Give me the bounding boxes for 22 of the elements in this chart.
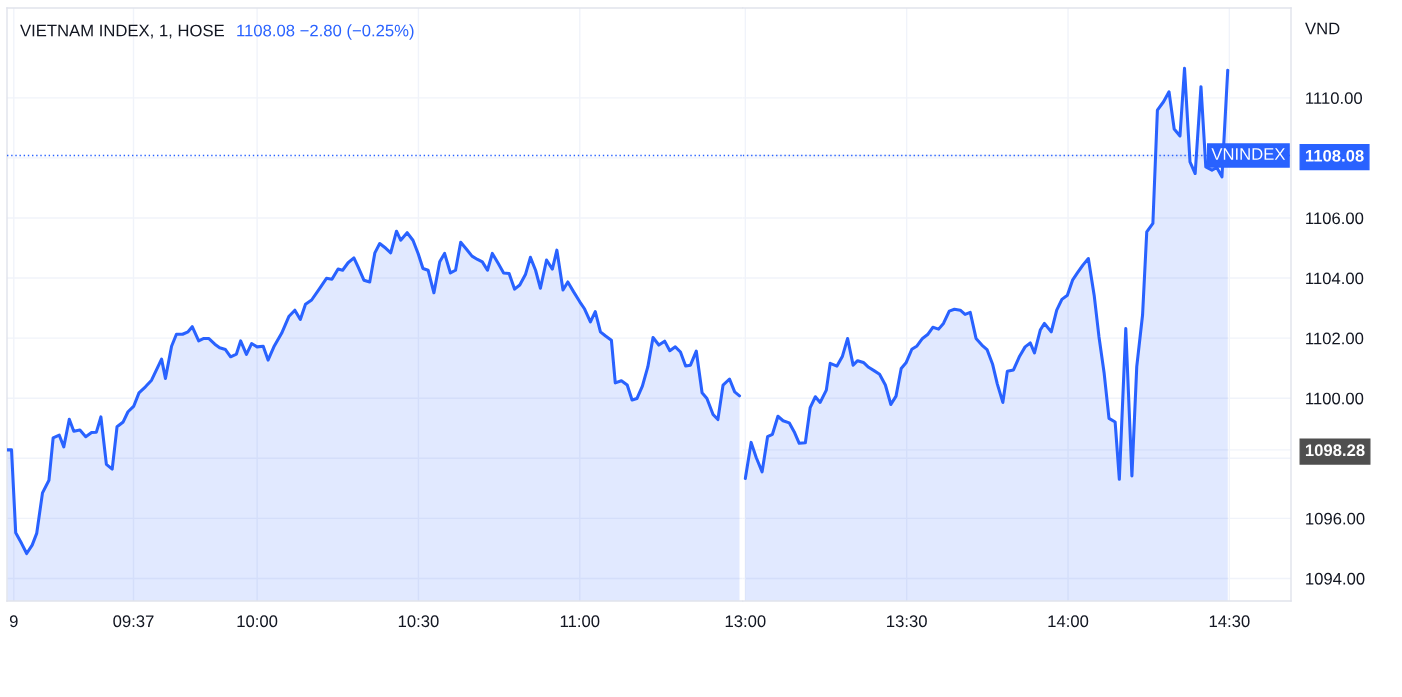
- y-tick-label: 1096.00: [1306, 512, 1365, 525]
- x-tick-label: 11:00: [560, 615, 600, 628]
- x-tick-label: 09:37: [113, 615, 154, 628]
- y-tick-label: 1110.00: [1306, 92, 1363, 105]
- x-tick-label: 14:30: [1209, 615, 1250, 628]
- y-tick-label: 1104.00: [1306, 272, 1364, 285]
- y-axis-title: VND: [1305, 22, 1340, 35]
- ref-line-label: VNINDEX: [1211, 148, 1286, 160]
- x-tick-label: 13:00: [725, 615, 766, 628]
- x-tick-label: 10:00: [237, 615, 278, 628]
- y-tick-label: 1094.00: [1306, 572, 1365, 585]
- y-tick-label: 1108.08: [1305, 149, 1364, 162]
- x-tick-label: 9: [9, 615, 18, 628]
- text: VIETNAM INDEX, 1, HOSE: [20, 24, 224, 39]
- x-tick-label: 10:30: [398, 615, 439, 628]
- y-tick-label: 1106.00: [1306, 212, 1364, 225]
- y-tick-label: 1102.00: [1306, 332, 1364, 345]
- x-tick-label: 13:30: [887, 615, 927, 628]
- y-tick-label: 1100.00: [1306, 392, 1364, 405]
- y-tick-label: 1098.28: [1305, 444, 1365, 457]
- x-tick-label: 14:00: [1048, 615, 1089, 628]
- text: 1108.08 −2.80 (−0.25%): [237, 24, 414, 40]
